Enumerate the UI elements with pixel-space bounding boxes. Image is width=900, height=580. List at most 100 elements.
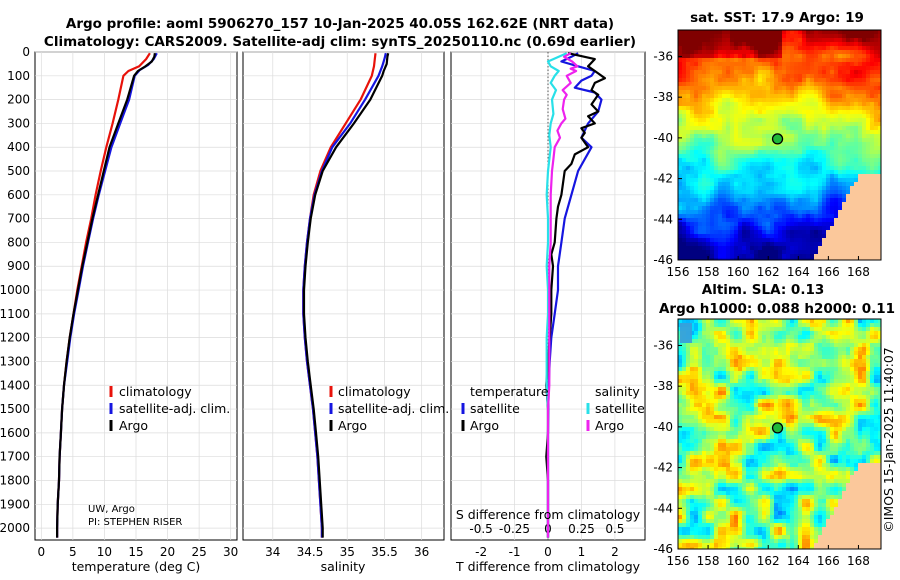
map-cell	[794, 170, 798, 174]
map-cell	[682, 110, 686, 114]
map-cell	[690, 347, 694, 351]
map-cell	[702, 459, 706, 463]
map-cell	[866, 363, 870, 367]
map-cell	[770, 66, 774, 70]
map-cell	[838, 82, 842, 86]
map-cell	[686, 206, 690, 210]
map-cell	[842, 186, 846, 190]
map-cell	[798, 166, 802, 170]
map-cell	[858, 387, 862, 391]
map-cell	[694, 170, 698, 174]
map-cell	[838, 58, 842, 62]
map-cell	[806, 34, 810, 38]
map-cell	[718, 146, 722, 150]
map-cell	[866, 234, 870, 238]
map-cell	[790, 447, 794, 451]
map-cell	[850, 435, 854, 439]
map-cell	[858, 126, 862, 130]
map-cell	[770, 347, 774, 351]
map-cell	[734, 327, 738, 331]
map-cell	[718, 158, 722, 162]
map-cell	[698, 30, 702, 34]
map-cell	[846, 30, 850, 34]
map-cell	[842, 455, 846, 459]
map-cell	[774, 54, 778, 58]
map-cell	[758, 30, 762, 34]
map-cell	[850, 447, 854, 451]
map-cell	[818, 254, 822, 258]
map-cell	[778, 319, 782, 323]
map-cell	[718, 222, 722, 226]
map-cell	[710, 34, 714, 38]
map-cell	[866, 58, 870, 62]
map-cell	[702, 379, 706, 383]
map-cell	[774, 58, 778, 62]
map-cell	[734, 30, 738, 34]
map-cell	[762, 319, 766, 323]
map-cell	[686, 395, 690, 399]
map-cell	[726, 447, 730, 451]
map-cell	[758, 118, 762, 122]
map-cell	[738, 383, 742, 387]
map-cell	[870, 395, 874, 399]
map-cell	[870, 34, 874, 38]
map-cell	[698, 234, 702, 238]
map-cell	[750, 383, 754, 387]
map-cell	[750, 194, 754, 198]
map-cell	[722, 395, 726, 399]
map-cell	[694, 102, 698, 106]
map-cell	[878, 118, 881, 122]
map-cell	[802, 98, 806, 102]
map-cell	[802, 198, 806, 202]
map-cell	[678, 463, 682, 467]
map-cell	[678, 319, 682, 323]
map-cell	[702, 250, 706, 254]
map-cell	[854, 355, 858, 359]
map-cell	[806, 427, 810, 431]
map-cell	[810, 407, 814, 411]
map-cell	[710, 371, 714, 375]
map-cell	[798, 146, 802, 150]
map-cell	[718, 351, 722, 355]
map-cell	[810, 42, 814, 46]
argo-position-marker	[771, 133, 784, 145]
map-cell	[802, 242, 806, 246]
map-cell	[710, 383, 714, 387]
s-difference-tick-label: -0.5	[469, 522, 492, 536]
map-cell	[742, 150, 746, 154]
s-difference-axis-label: S difference from climatology	[456, 507, 641, 522]
map-cell	[762, 379, 766, 383]
map-cell	[854, 407, 858, 411]
map-cell	[698, 455, 702, 459]
map-cell	[782, 102, 786, 106]
map-cell	[738, 162, 742, 166]
map-cell	[694, 327, 698, 331]
map-cell	[858, 423, 862, 427]
map-cell	[722, 162, 726, 166]
map-cell	[826, 206, 830, 210]
map-cell	[874, 74, 878, 78]
map-cell	[694, 66, 698, 70]
map-cell	[682, 58, 686, 62]
map-cell	[718, 210, 722, 214]
map-cell	[854, 387, 858, 391]
map-cell	[810, 146, 814, 150]
map-cell	[718, 46, 722, 50]
map-cell	[770, 234, 774, 238]
map-cell	[754, 102, 758, 106]
map-cell	[758, 451, 762, 455]
map-cell	[770, 355, 774, 359]
map-cell	[690, 86, 694, 90]
map-cell	[702, 174, 706, 178]
map-cell	[858, 455, 862, 459]
map-cell	[818, 343, 822, 347]
map-cell	[758, 46, 762, 50]
map-cell	[822, 403, 826, 407]
series-line-s-argo	[546, 52, 579, 538]
map-cell	[754, 150, 758, 154]
map-cell	[706, 150, 710, 154]
map-cell	[698, 230, 702, 234]
map-cell	[762, 335, 766, 339]
map-cell	[742, 447, 746, 451]
map-cell	[698, 331, 702, 335]
